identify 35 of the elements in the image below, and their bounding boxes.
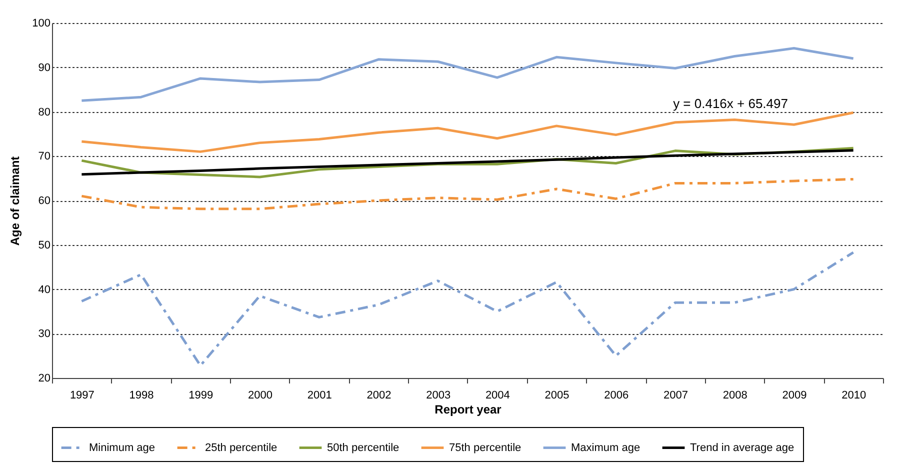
line-series — [80, 178, 855, 210]
y-tick-label: 90 — [38, 62, 50, 74]
x-axis-title: Report year — [434, 402, 502, 416]
x-tick-label: 1999 — [188, 390, 214, 402]
legend-label: Maximum age — [571, 442, 640, 454]
y-tick-label: 100 — [32, 18, 50, 30]
annotation: y = 0.416x + 65.497 — [673, 96, 788, 111]
x-tick-label: 2000 — [248, 390, 272, 402]
legend-label: Minimum age — [89, 442, 156, 454]
y-tick-label: 70 — [38, 150, 50, 163]
x-tick-label: 1997 — [70, 390, 94, 402]
x-tick-label: 2004 — [485, 390, 510, 402]
x-tick-label: 2009 — [782, 390, 807, 402]
legend-label: 25th percentile — [205, 442, 278, 454]
y-tick-label: 60 — [38, 195, 50, 207]
x-tick-label: 2007 — [664, 390, 688, 402]
x-tick-label: 2010 — [842, 390, 866, 402]
line-series — [80, 111, 855, 153]
x-tick-label: 2008 — [722, 390, 748, 402]
x-tick-label: 2001 — [307, 390, 332, 402]
x-tick-label: 2006 — [604, 390, 629, 402]
x-tick-label: 2002 — [366, 390, 392, 402]
x-tick-label: 2003 — [426, 390, 451, 402]
y-tick-label: 30 — [38, 328, 50, 340]
x-tick-label: 1998 — [129, 390, 154, 402]
y-tick-label: 40 — [38, 284, 50, 296]
x-tick-label: 2005 — [544, 390, 570, 402]
legend-label: Trend in average age — [690, 442, 794, 454]
legend-label: 75th percentile — [449, 442, 522, 454]
line-series — [80, 251, 855, 367]
y-tick-label: 80 — [38, 106, 50, 118]
y-tick-label: 20 — [38, 372, 50, 384]
legend-label: 50th percentile — [327, 442, 400, 454]
y-axis-title: Age of claimant — [8, 156, 22, 246]
y-tick-label: 50 — [38, 239, 50, 252]
